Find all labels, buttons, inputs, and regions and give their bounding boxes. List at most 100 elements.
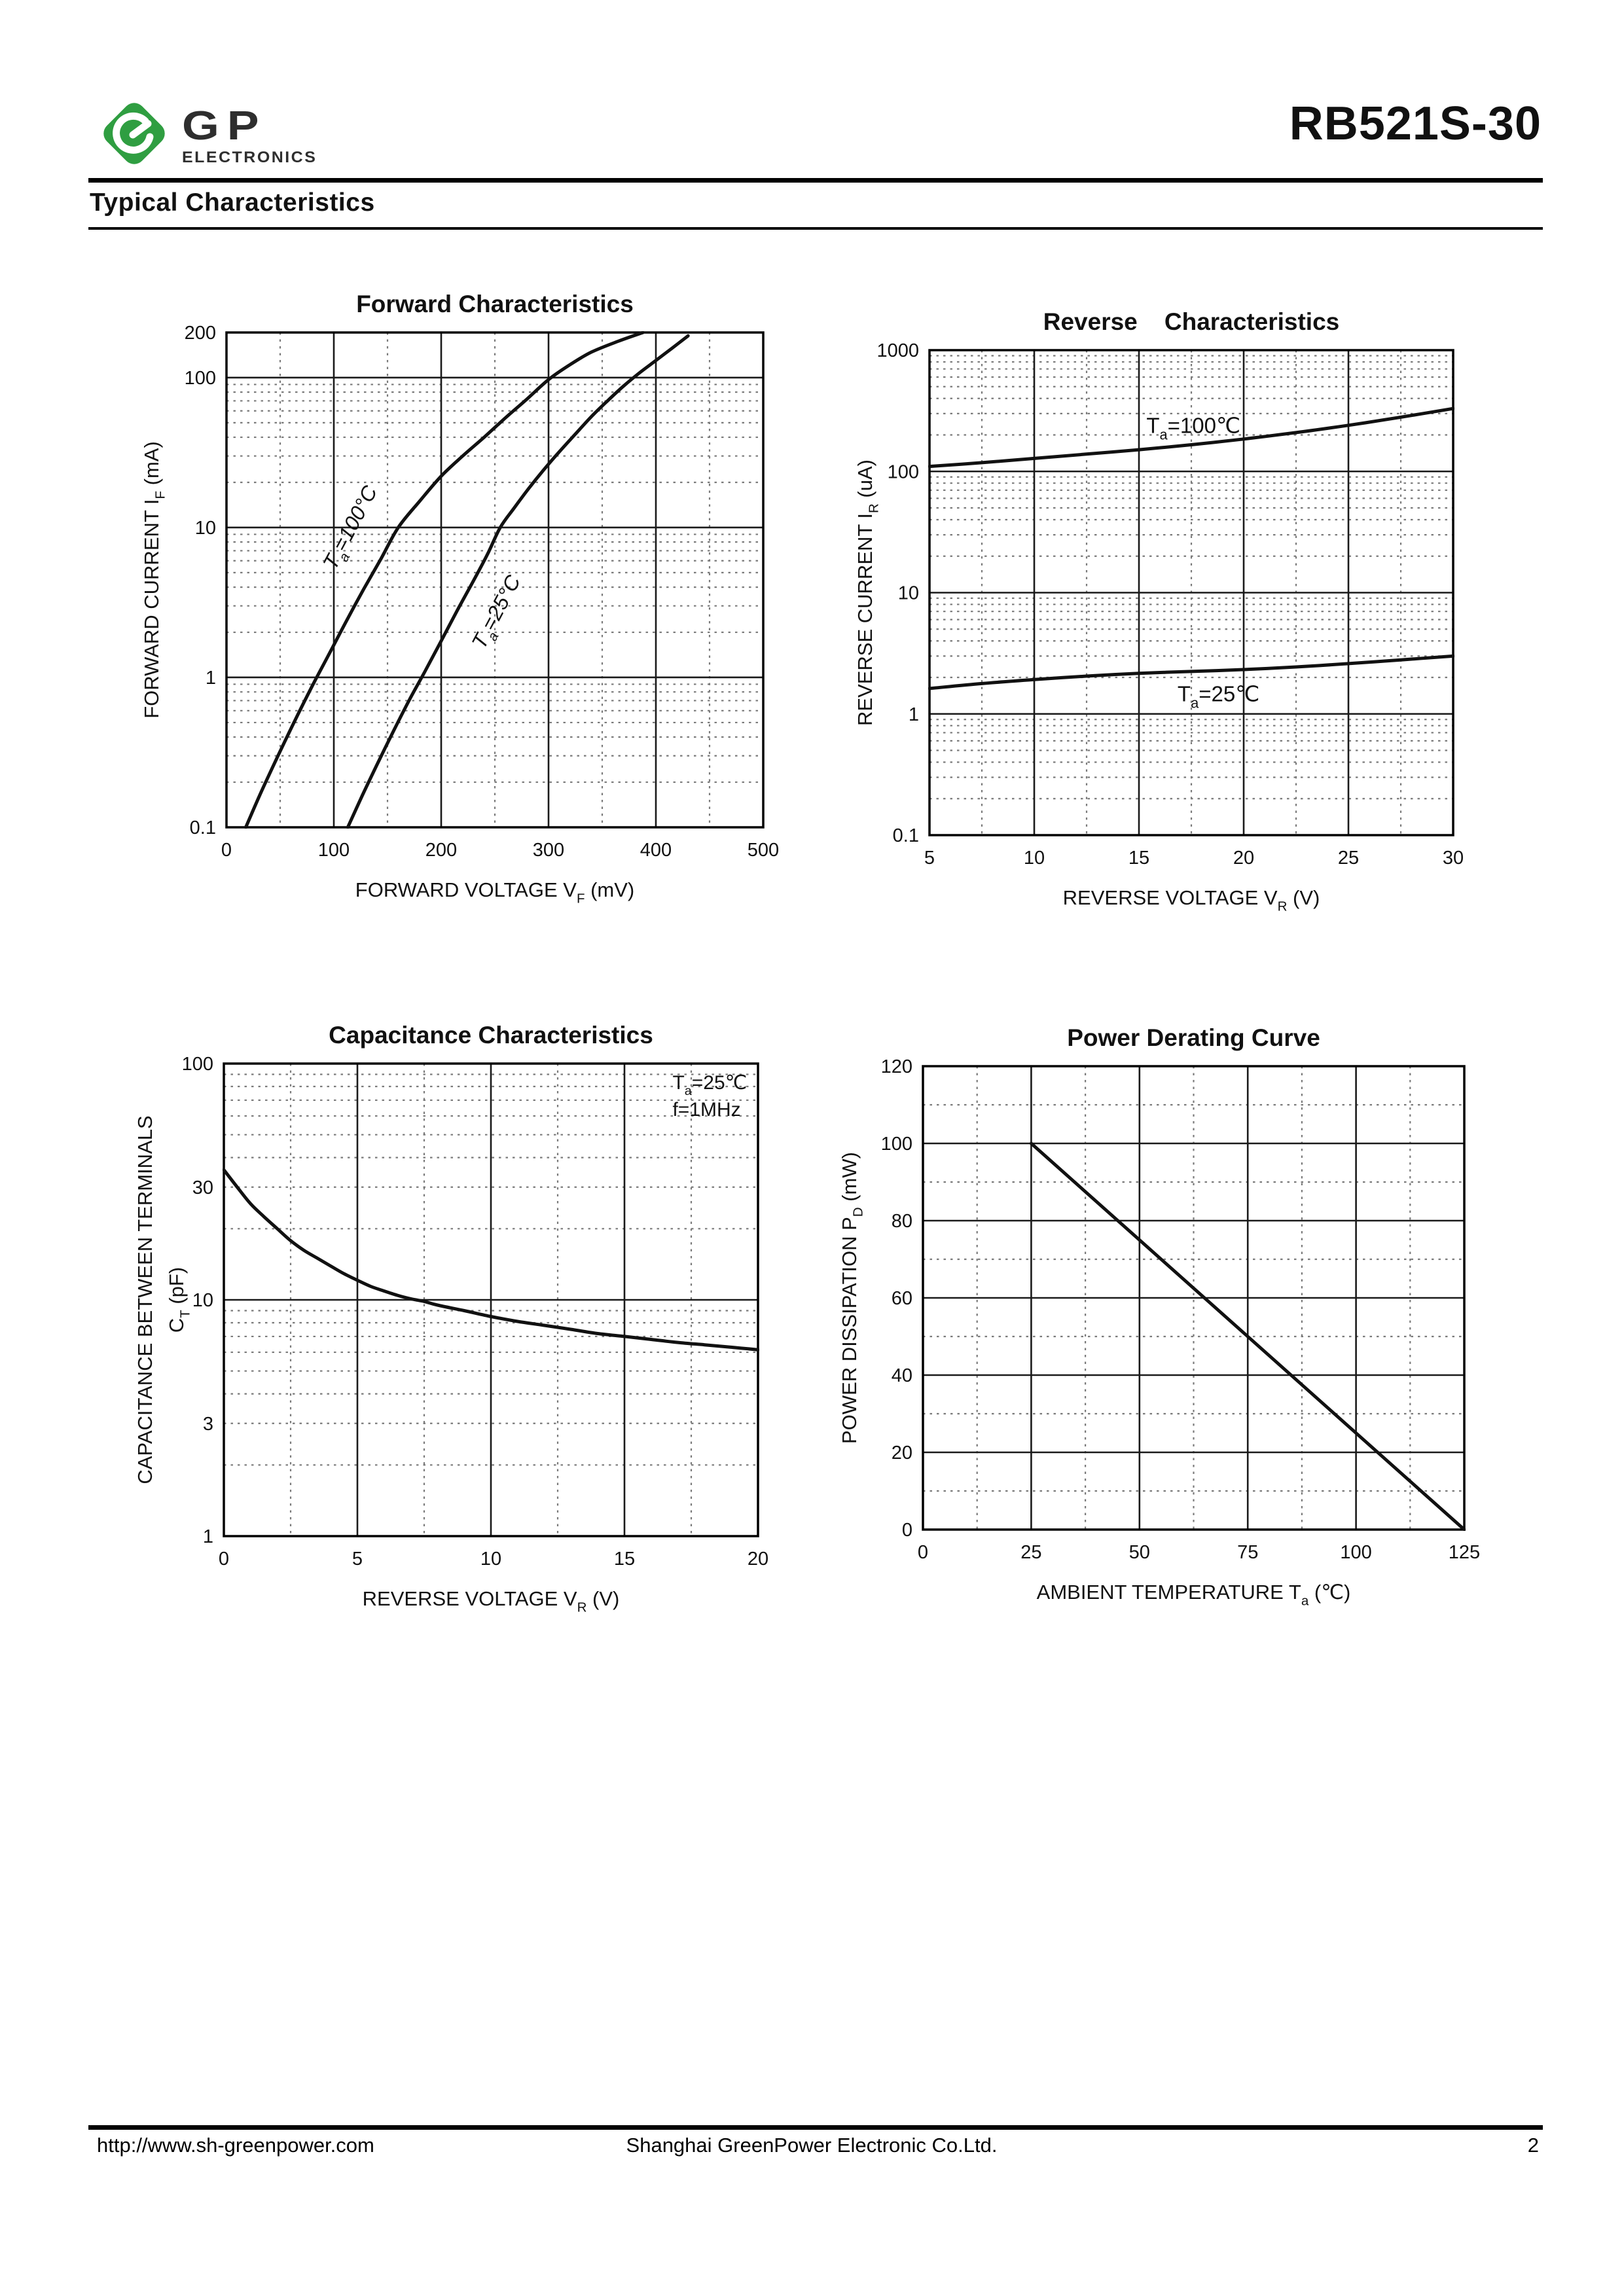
minor-gridlines <box>226 332 763 827</box>
svg-text:100: 100 <box>182 1054 213 1075</box>
x-tick-labels: 0 100 200 300 400 500 <box>221 840 779 861</box>
svg-text:100: 100 <box>1340 1542 1371 1563</box>
svg-text:15: 15 <box>614 1549 635 1570</box>
title-underline-rule <box>88 227 1543 230</box>
data-series <box>223 1168 759 1352</box>
data-series <box>928 406 1454 691</box>
y-axis-label: FORWARD CURRENT IF (mA) <box>140 441 168 719</box>
svg-text:1: 1 <box>203 1526 213 1547</box>
header-rule <box>88 178 1543 183</box>
svg-text:40: 40 <box>892 1365 912 1386</box>
x-axis-label: REVERSE VOLTAGE VR (V) <box>1063 886 1320 914</box>
svg-text:5: 5 <box>352 1549 363 1570</box>
svg-text:10: 10 <box>480 1549 501 1570</box>
svg-text:60: 60 <box>892 1288 912 1309</box>
svg-text:0.1: 0.1 <box>893 825 919 846</box>
svg-text:80: 80 <box>892 1211 912 1232</box>
svg-text:0: 0 <box>918 1542 928 1563</box>
curve-label: Ta=25℃ <box>1178 682 1259 711</box>
logo-brand: GP <box>182 103 267 149</box>
svg-text:0: 0 <box>902 1520 912 1541</box>
y-tick-labels: 120 100 80 60 40 20 0 <box>881 1056 912 1541</box>
svg-text:500: 500 <box>748 840 779 861</box>
svg-text:25: 25 <box>1338 848 1359 869</box>
svg-text:10: 10 <box>192 1290 213 1311</box>
x-tick-labels: 0 5 10 15 20 <box>219 1549 768 1570</box>
svg-text:10: 10 <box>898 583 919 604</box>
svg-text:100: 100 <box>888 461 919 482</box>
footer-page-number: 2 <box>1527 2134 1539 2157</box>
svg-text:10: 10 <box>1024 848 1045 869</box>
svg-text:1: 1 <box>206 668 216 689</box>
plot-border <box>223 1062 759 1537</box>
chart-title: Power Derating Curve <box>1067 1024 1320 1051</box>
x-tick-labels: 0 25 50 75 100 125 <box>918 1542 1480 1563</box>
svg-text:400: 400 <box>640 840 672 861</box>
svg-text:50: 50 <box>1129 1542 1150 1563</box>
reverse-characteristics-curve <box>928 654 1454 691</box>
svg-text:120: 120 <box>881 1056 912 1077</box>
x-axis-label: AMBIENT TEMPERATURE Ta (℃) <box>1037 1581 1351 1608</box>
curve-label: f=1MHz <box>672 1099 740 1121</box>
svg-text:30: 30 <box>1443 848 1464 869</box>
curve-label: Ta=100℃ <box>1146 414 1240 443</box>
svg-text:1000: 1000 <box>876 340 919 361</box>
svg-text:100: 100 <box>185 368 216 389</box>
plot-border <box>922 1065 1466 1531</box>
svg-text:3: 3 <box>203 1414 213 1435</box>
footer-company: Shanghai GreenPower Electronic Co.Ltd. <box>626 2134 998 2157</box>
svg-text:1: 1 <box>909 704 919 725</box>
data-series <box>1029 1141 1466 1531</box>
svg-text:20: 20 <box>748 1549 768 1570</box>
svg-text:25: 25 <box>1020 1542 1041 1563</box>
capacitance-characteristics-curve <box>223 1168 759 1352</box>
y-tick-labels: 100 30 10 3 1 <box>182 1054 213 1547</box>
svg-text:30: 30 <box>192 1177 213 1198</box>
svg-text:100: 100 <box>318 840 350 861</box>
y-axis-label: CAPACITANCE BETWEEN TERMINALS <box>134 1115 156 1484</box>
gp-logo-icon <box>103 103 165 164</box>
svg-text:5: 5 <box>924 848 935 869</box>
x-tick-labels: 5 10 15 20 25 30 <box>924 848 1464 869</box>
curve-label: Ta=25°C <box>467 571 530 655</box>
data-series <box>244 331 690 829</box>
svg-text:0: 0 <box>221 840 232 861</box>
svg-text:15: 15 <box>1128 848 1149 869</box>
company-logo: GP ELECTRONICS <box>96 94 316 173</box>
forward-characteristics-curve <box>244 331 645 829</box>
forward-characteristics-chart: Forward Characteristics 0 100 200 300 400 500 2… <box>140 291 779 906</box>
reverse-characteristics-curve <box>928 406 1454 469</box>
x-axis-label: REVERSE VOLTAGE VR (V) <box>363 1587 620 1615</box>
power-derating-chart: Power Derating Curve 0 25 50 75 100 125 120 100 8… <box>838 1024 1480 1608</box>
plot-border <box>225 331 765 829</box>
logo-text: GP ELECTRONICS <box>182 106 316 167</box>
y-tick-labels: 1000 100 10 1 0.1 <box>876 340 919 846</box>
chart-title: Forward Characteristics <box>356 291 634 317</box>
page-title: Typical Characteristics <box>90 188 375 217</box>
svg-text:0.1: 0.1 <box>190 817 216 838</box>
svg-text:0: 0 <box>219 1549 229 1570</box>
major-gridlines <box>929 350 1453 835</box>
logo-subtitle: ELECTRONICS <box>182 148 317 166</box>
svg-text:75: 75 <box>1237 1542 1258 1563</box>
y-axis-label: REVERSE CURRENT IR (uA) <box>854 459 881 726</box>
chart-title: Reverse Characteristics <box>1043 308 1340 335</box>
svg-text:100: 100 <box>881 1134 912 1155</box>
svg-text:20: 20 <box>892 1443 912 1463</box>
x-axis-label: FORWARD VOLTAGE VF (mV) <box>355 878 634 906</box>
chart-title: Capacitance Characteristics <box>329 1022 653 1049</box>
plot-border <box>928 349 1454 836</box>
forward-characteristics-curve <box>346 334 690 829</box>
svg-text:125: 125 <box>1449 1542 1480 1563</box>
major-gridlines <box>224 1064 758 1536</box>
footer-rule <box>88 2125 1543 2130</box>
svg-text:20: 20 <box>1233 848 1254 869</box>
y-axis-label: POWER DISSIPATION PD (mW) <box>838 1152 865 1444</box>
y-axis-label: CT (pF) <box>165 1267 192 1333</box>
minor-gridlines <box>224 1064 758 1536</box>
footer-url: http://www.sh-greenpower.com <box>97 2134 374 2157</box>
svg-text:300: 300 <box>533 840 564 861</box>
